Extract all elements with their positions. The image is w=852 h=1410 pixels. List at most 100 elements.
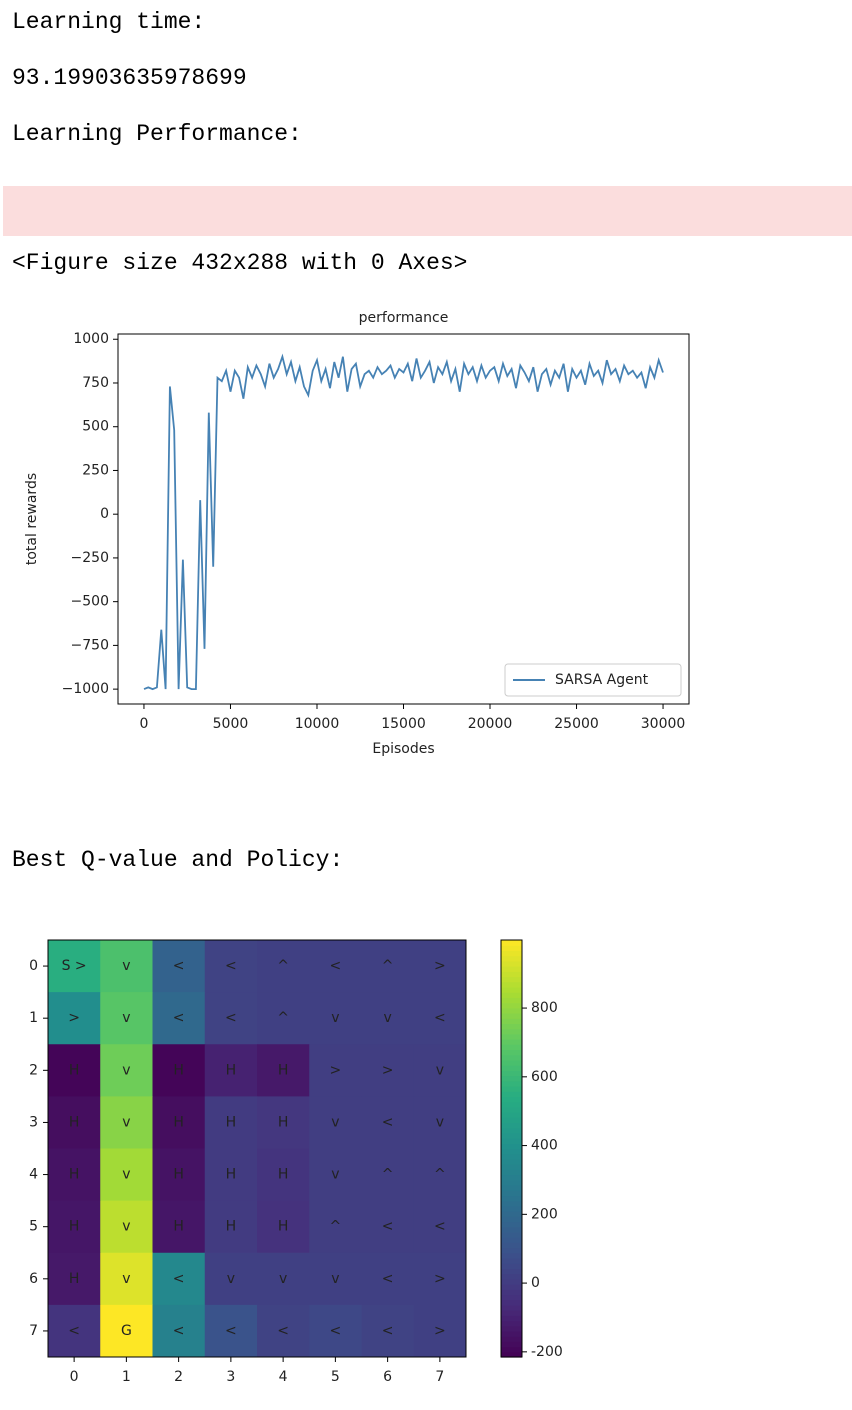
learning-time-label: Learning time: [12, 9, 205, 35]
cell-annotation: ^ [382, 1167, 394, 1183]
cell-annotation: v [122, 958, 130, 974]
y-tick-label: 0 [29, 958, 38, 974]
x-tick-label: 20000 [468, 716, 513, 732]
colorbar-segment [501, 1351, 522, 1358]
x-tick-label: 7 [435, 1369, 444, 1385]
cell-annotation: < [173, 958, 185, 974]
cell-annotation: H [69, 1062, 80, 1078]
colorbar-segment [501, 1164, 522, 1170]
colorbar-segment [501, 1320, 522, 1327]
cell-annotation: v [279, 1271, 287, 1287]
y-tick-label: 500 [82, 419, 109, 435]
cell-annotation: < [434, 1219, 446, 1235]
colorbar-segment [501, 1117, 522, 1124]
colorbar-segment [501, 1049, 522, 1056]
colorbar-segment [501, 940, 522, 946]
heatmap-cell [361, 1148, 415, 1202]
colorbar-tick-label: 400 [531, 1138, 558, 1154]
heatmap-cell [152, 1200, 206, 1254]
heatmap-cell [204, 992, 258, 1045]
y-tick-label: 0 [100, 506, 109, 522]
colorbar-segment [501, 1070, 522, 1077]
cell-annotation: H [226, 1219, 237, 1235]
colorbar-segment [501, 992, 522, 998]
heatmap-cell [309, 1252, 362, 1306]
heatmap-frame [47, 939, 467, 1358]
x-tick-label: 2 [174, 1369, 183, 1385]
colorbar-segment [501, 1012, 522, 1019]
heatmap-cell [100, 992, 153, 1045]
cell-annotation: < [382, 1271, 394, 1287]
learning-time: 93.19903635978699 [12, 65, 247, 91]
cell-annotation: > [434, 1323, 446, 1339]
heatmap-cell [361, 1252, 415, 1306]
cell-annotation: > [330, 1062, 342, 1078]
heatmap-cell [413, 992, 467, 1045]
colorbar-segment [501, 1091, 522, 1097]
cell-annotation: v [331, 1167, 339, 1183]
colorbar-segment [501, 1153, 522, 1160]
heatmap-cell [204, 1200, 258, 1254]
colorbar-segment [501, 966, 522, 972]
colorbar-segment [501, 1289, 522, 1296]
heatmap-cell [152, 1252, 206, 1306]
colorbar-segment [501, 986, 522, 993]
y-tick-label: 750 [82, 375, 109, 391]
heatmap-cell [257, 940, 310, 993]
colorbar-segment [501, 1138, 522, 1144]
policy-label: Best Q-value and Policy: [12, 847, 343, 873]
colorbar-segment [501, 1059, 522, 1066]
cell-annotation: > [434, 958, 446, 974]
heatmap-cell [361, 940, 415, 993]
colorbar-segment [501, 1169, 522, 1176]
cell-annotation: < [225, 1010, 237, 1026]
heatmap-cell [413, 1252, 467, 1306]
heatmap-cell [100, 940, 153, 993]
colorbar-segment [501, 1195, 522, 1202]
colorbar-segment [501, 1044, 522, 1051]
cell-annotation: v [122, 1167, 130, 1183]
cell-annotation: v [122, 1062, 130, 1078]
heatmap-cell [100, 1252, 153, 1306]
heatmap-cell [361, 1200, 415, 1254]
colorbar-segment [501, 1075, 522, 1082]
heatmap-cell [152, 1096, 206, 1149]
heatmap-cell [204, 1044, 258, 1097]
colorbar-segment [501, 1330, 522, 1337]
cell-annotation: H [69, 1114, 80, 1130]
colorbar-segment [501, 1018, 522, 1024]
colorbar-segment [501, 1033, 522, 1040]
chart-title: performance [359, 310, 449, 326]
colorbar-segment [501, 1200, 522, 1207]
cell-annotation: v [122, 1114, 130, 1130]
plot-frame [117, 333, 690, 705]
colorbar-segment [501, 1112, 522, 1118]
cell-annotation: H [226, 1062, 237, 1078]
colorbar-tick-label: 0 [531, 1275, 540, 1291]
cell-annotation: < [173, 1323, 185, 1339]
y-tick-label: −1000 [62, 681, 109, 697]
colorbar-segment [501, 1211, 522, 1217]
colorbar-segment [501, 1179, 522, 1186]
colorbar-segment [501, 945, 522, 952]
x-tick-label: 4 [279, 1369, 288, 1385]
colorbar-segment [501, 1336, 522, 1342]
y-tick-label: −500 [71, 594, 109, 610]
colorbar-segment [501, 981, 522, 988]
colorbar-frame [500, 939, 523, 1358]
heatmap-cell [100, 1148, 153, 1202]
x-tick-label: 3 [226, 1369, 235, 1385]
colorbar-segment [501, 1065, 522, 1071]
colorbar-segment [501, 1268, 522, 1275]
heatmap-cell [48, 992, 101, 1045]
colorbar-segment [501, 976, 522, 983]
x-tick-label: 15000 [381, 716, 426, 732]
colorbar-segment [501, 1278, 522, 1285]
cell-annotation: H [173, 1219, 184, 1235]
cell-annotation: H [69, 1167, 80, 1183]
colorbar-segment [501, 1315, 522, 1322]
cell-annotation: < [330, 1323, 342, 1339]
colorbar-segment [501, 1216, 522, 1223]
colorbar-segment [501, 1158, 522, 1165]
